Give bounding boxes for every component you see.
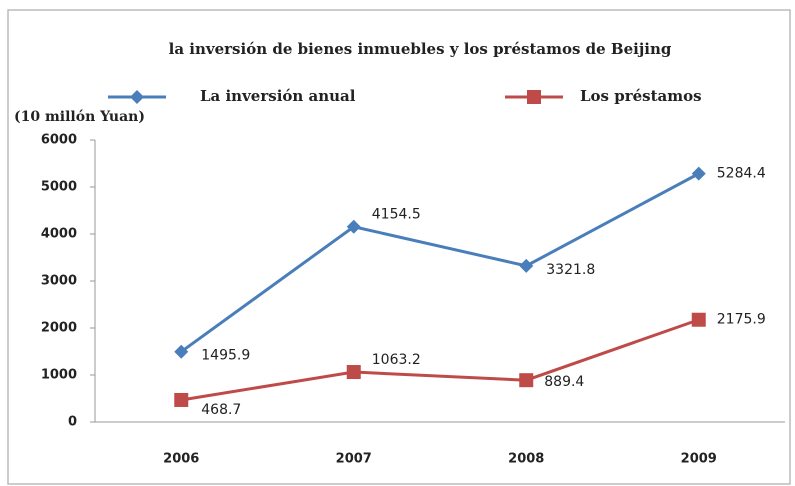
marker <box>691 312 706 327</box>
line-series <box>181 318 700 402</box>
x-tick-label: 2009 <box>681 452 717 467</box>
chart-title: la inversión de bienes inmuebles y los p… <box>169 40 672 58</box>
y-tick-label: 2000 <box>41 321 77 336</box>
legend-label: Los préstamos <box>580 87 702 105</box>
marker <box>346 219 361 234</box>
marker <box>346 365 361 380</box>
x-tick-label: 2006 <box>163 452 199 467</box>
data-label: 3321.8 <box>546 262 595 278</box>
y-tick-label: 6000 <box>41 133 77 148</box>
data-label: 4154.5 <box>372 207 421 223</box>
data-label: 5284.4 <box>717 166 766 182</box>
y-tick-label: 4000 <box>41 227 77 242</box>
data-label: 1495.9 <box>201 348 250 364</box>
x-tick-label: 2008 <box>508 452 544 467</box>
y-tick-label: 1000 <box>41 368 77 383</box>
y-tick-label: 3000 <box>41 274 77 289</box>
data-label: 2175.9 <box>717 312 766 328</box>
y-tick-label: 0 <box>68 415 77 430</box>
x-tick-label: 2007 <box>336 452 372 467</box>
data-label: 468.7 <box>201 402 241 418</box>
marker <box>691 166 706 181</box>
marker <box>130 90 144 104</box>
marker <box>519 258 534 273</box>
y-tick-label: 5000 <box>41 180 77 195</box>
data-label: 889.4 <box>544 374 584 390</box>
y-axis-label: (10 millón Yuan) <box>14 109 145 125</box>
marker <box>527 90 541 104</box>
marker <box>519 373 534 388</box>
marker <box>174 392 189 407</box>
legend-label: La inversión anual <box>200 87 356 105</box>
line-series <box>180 172 700 353</box>
marker <box>174 344 189 359</box>
chart-frame <box>7 9 791 485</box>
data-label: 1063.2 <box>372 352 421 368</box>
